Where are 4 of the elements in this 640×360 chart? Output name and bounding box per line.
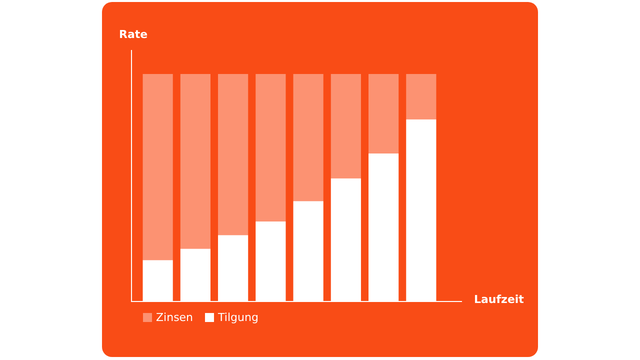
x-axis-title: Laufzeit bbox=[474, 293, 524, 306]
y-axis-title: Rate bbox=[119, 28, 148, 41]
legend-label: Zinsen bbox=[156, 311, 194, 324]
legend-label: Tilgung bbox=[218, 311, 258, 324]
